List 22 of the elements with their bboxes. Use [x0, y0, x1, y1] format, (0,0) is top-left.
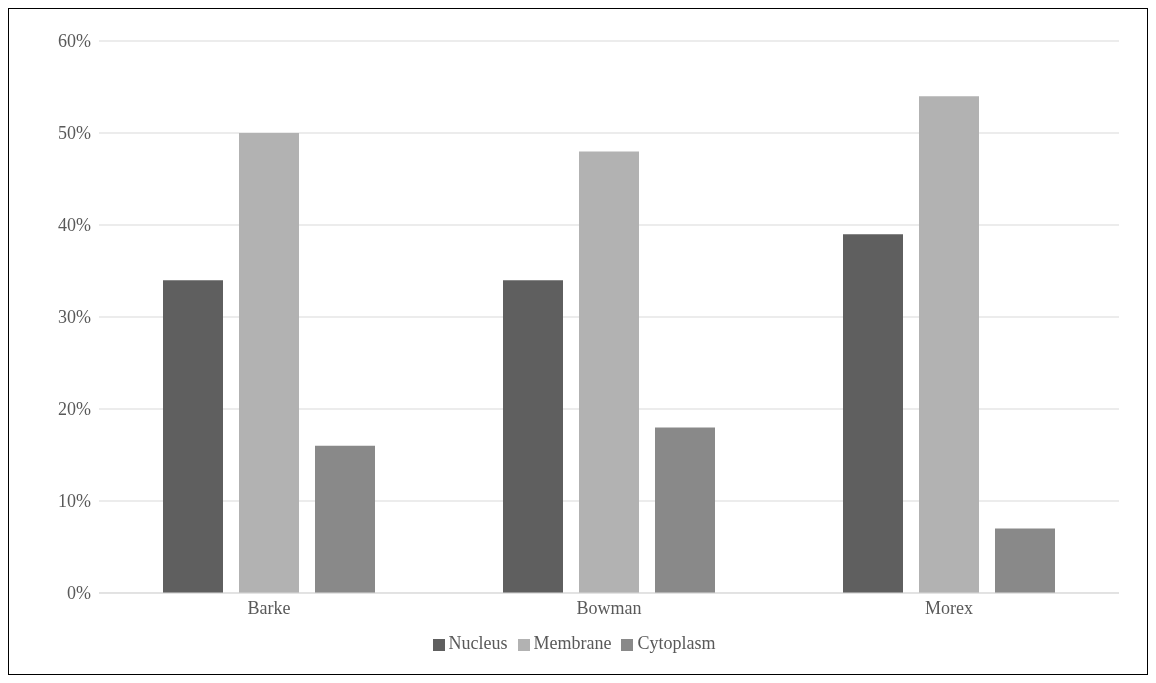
bar	[919, 96, 979, 593]
bar	[843, 234, 903, 593]
bar	[995, 528, 1055, 593]
bar	[163, 280, 223, 593]
x-tick-label: Morex	[925, 597, 973, 618]
y-tick-label: 50%	[58, 123, 91, 144]
y-tick-label: 30%	[58, 307, 91, 328]
bar	[579, 151, 639, 593]
y-tick-label: 0%	[67, 583, 91, 604]
bar	[315, 445, 375, 593]
bar	[655, 427, 715, 593]
legend-label: Cytoplasm	[637, 633, 716, 653]
legend-label: Membrane	[533, 633, 612, 653]
y-tick-label: 60%	[58, 31, 91, 52]
legend-label: Nucleus	[448, 633, 508, 653]
x-tick-label: Barke	[247, 597, 291, 618]
y-tick-label: 20%	[58, 399, 91, 420]
y-tick-label: 40%	[58, 215, 91, 236]
bar	[239, 133, 299, 593]
y-tick-label: 10%	[58, 491, 91, 512]
bar	[503, 280, 563, 593]
x-tick-label: Bowman	[576, 597, 642, 618]
